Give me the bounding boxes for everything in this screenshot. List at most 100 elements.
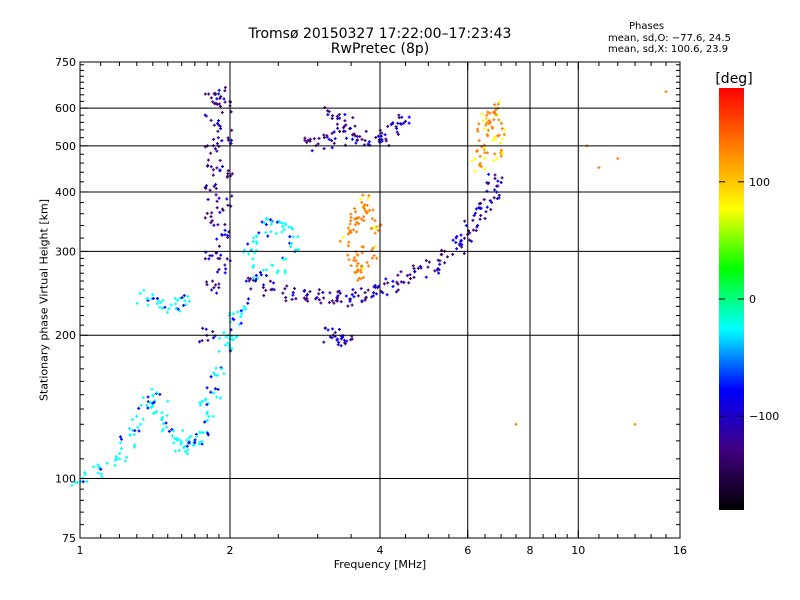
data-point-0-17-5: [218, 336, 222, 340]
data-point-4-6-5: [383, 133, 387, 137]
data-point-1-6-4: [215, 142, 219, 146]
data-point-0-1-6: [99, 467, 103, 471]
data-point-2-6-3: [350, 303, 354, 307]
data-point-2-18-4: [473, 211, 477, 215]
data-point-0-7-4: [165, 414, 169, 417]
data-point-4-3-2: [351, 137, 354, 141]
data-point-5-6-8: [496, 134, 500, 138]
data-point-6-4-7: [291, 235, 295, 239]
data-point-2-0-0: [249, 287, 253, 291]
data-point-3-1-7: [348, 222, 352, 226]
data-point-3-2-3: [353, 207, 356, 211]
data-point-4-0-0: [305, 140, 309, 144]
data-point-2-5-3: [330, 299, 334, 303]
data-point-5-6-0: [500, 137, 504, 141]
data-point-0-13-8: [206, 433, 210, 437]
data-point-5-5-2: [500, 127, 504, 131]
data-point-6-4-8: [284, 222, 287, 226]
data-point-1-12-3: [218, 168, 222, 172]
data-point-0-22-6: [158, 305, 162, 309]
data-point-0-24-6: [183, 299, 187, 303]
data-point-2-0-2: [247, 279, 251, 283]
data-point-2-14-2: [438, 259, 442, 263]
data-point-0-0-5: [81, 480, 85, 484]
colorbar-tick-label-1: 0: [749, 293, 756, 306]
data-point-6-7-8: [252, 276, 255, 280]
data-point-3-5-6: [376, 228, 380, 232]
data-point-0-4-5: [141, 417, 145, 421]
data-point-6-4-4: [289, 225, 293, 229]
data-point-5-1-7: [483, 147, 487, 151]
data-point-8-1-0: [616, 157, 620, 161]
data-point-5-3-6: [480, 112, 484, 116]
data-point-5-2-1: [477, 122, 481, 126]
data-point-0-10-4: [177, 448, 181, 452]
data-point-0-12-5: [197, 442, 201, 446]
data-point-0-22-7: [161, 298, 165, 302]
colorbar-tick-label-2: −100: [749, 410, 779, 423]
data-point-4-5-1: [367, 140, 371, 144]
data-point-1-1-6: [212, 286, 216, 290]
data-point-0-14-6: [205, 412, 209, 416]
data-point-0-9-6: [178, 438, 182, 442]
data-point-2-2-3: [283, 287, 287, 291]
data-point-3-7-7: [356, 262, 360, 265]
data-point-0-3-7: [119, 435, 122, 439]
data-point-0-24-5: [186, 295, 190, 298]
data-point-5-6-4: [499, 141, 502, 145]
data-point-2-17-3: [471, 228, 475, 232]
data-point-5-6-1: [502, 133, 506, 136]
data-point-5-5-3: [499, 121, 503, 125]
data-point-4-0-8: [303, 136, 307, 140]
data-point-1-6-3: [215, 149, 219, 153]
data-point-2-12-3: [412, 275, 416, 279]
data-point-2-3-5: [302, 296, 306, 300]
data-point-7-1-5: [337, 327, 341, 331]
data-point-2-16-0: [470, 239, 473, 243]
data-point-0-17-0: [230, 347, 234, 351]
data-point-0-11-4: [192, 443, 195, 447]
data-point-4-2-8: [332, 141, 336, 145]
data-point-0-19-2: [231, 312, 235, 316]
data-point-0-8-0: [167, 429, 171, 433]
data-point-4-10-3: [335, 122, 339, 126]
data-point-0-4-3: [135, 414, 139, 418]
data-point-5-6-5: [494, 137, 497, 141]
data-point-1-15-5: [218, 257, 222, 261]
data-point-0-4-6: [136, 425, 140, 429]
data-point-1-4-4: [208, 188, 212, 192]
data-point-6-6-2: [283, 271, 287, 275]
data-point-4-7-5: [396, 132, 400, 136]
data-point-6-6-8: [270, 263, 274, 267]
data-point-5-7-8: [500, 151, 504, 155]
data-point-0-22-0: [163, 305, 167, 309]
data-point-6-3-7: [281, 221, 284, 225]
data-point-2-14-3: [443, 261, 447, 265]
data-point-1-8-3: [215, 97, 219, 101]
data-point-4-10-4: [348, 127, 352, 131]
data-point-3-1-0: [355, 220, 359, 224]
data-point-0-23-1: [176, 298, 179, 302]
data-point-1-10-4: [217, 102, 221, 106]
data-point-4-2-5: [330, 131, 334, 135]
data-point-2-11-3: [408, 273, 412, 277]
data-point-6-0-3: [247, 252, 250, 256]
data-point-5-6-2: [503, 128, 507, 132]
data-point-2-10-7: [396, 282, 400, 286]
data-point-2-0-3: [244, 279, 248, 283]
data-point-0-4-8: [128, 427, 132, 431]
data-point-6-2-3: [269, 230, 273, 234]
data-point-0-13-7: [203, 420, 207, 424]
data-point-1-2-8: [203, 257, 207, 261]
data-point-3-0-8: [348, 230, 352, 234]
data-point-1-2-3: [217, 244, 221, 248]
data-point-1-0-3: [206, 338, 210, 342]
data-point-2-13-3: [424, 259, 428, 263]
data-point-3-8-2: [353, 270, 357, 274]
data-point-1-7-6: [203, 113, 207, 117]
data-point-3-3-0: [367, 194, 371, 198]
data-point-3-3-5: [362, 207, 366, 210]
data-point-2-16-7: [463, 236, 466, 240]
data-point-0-5-8: [145, 404, 149, 407]
data-point-2-19-3: [490, 201, 494, 204]
